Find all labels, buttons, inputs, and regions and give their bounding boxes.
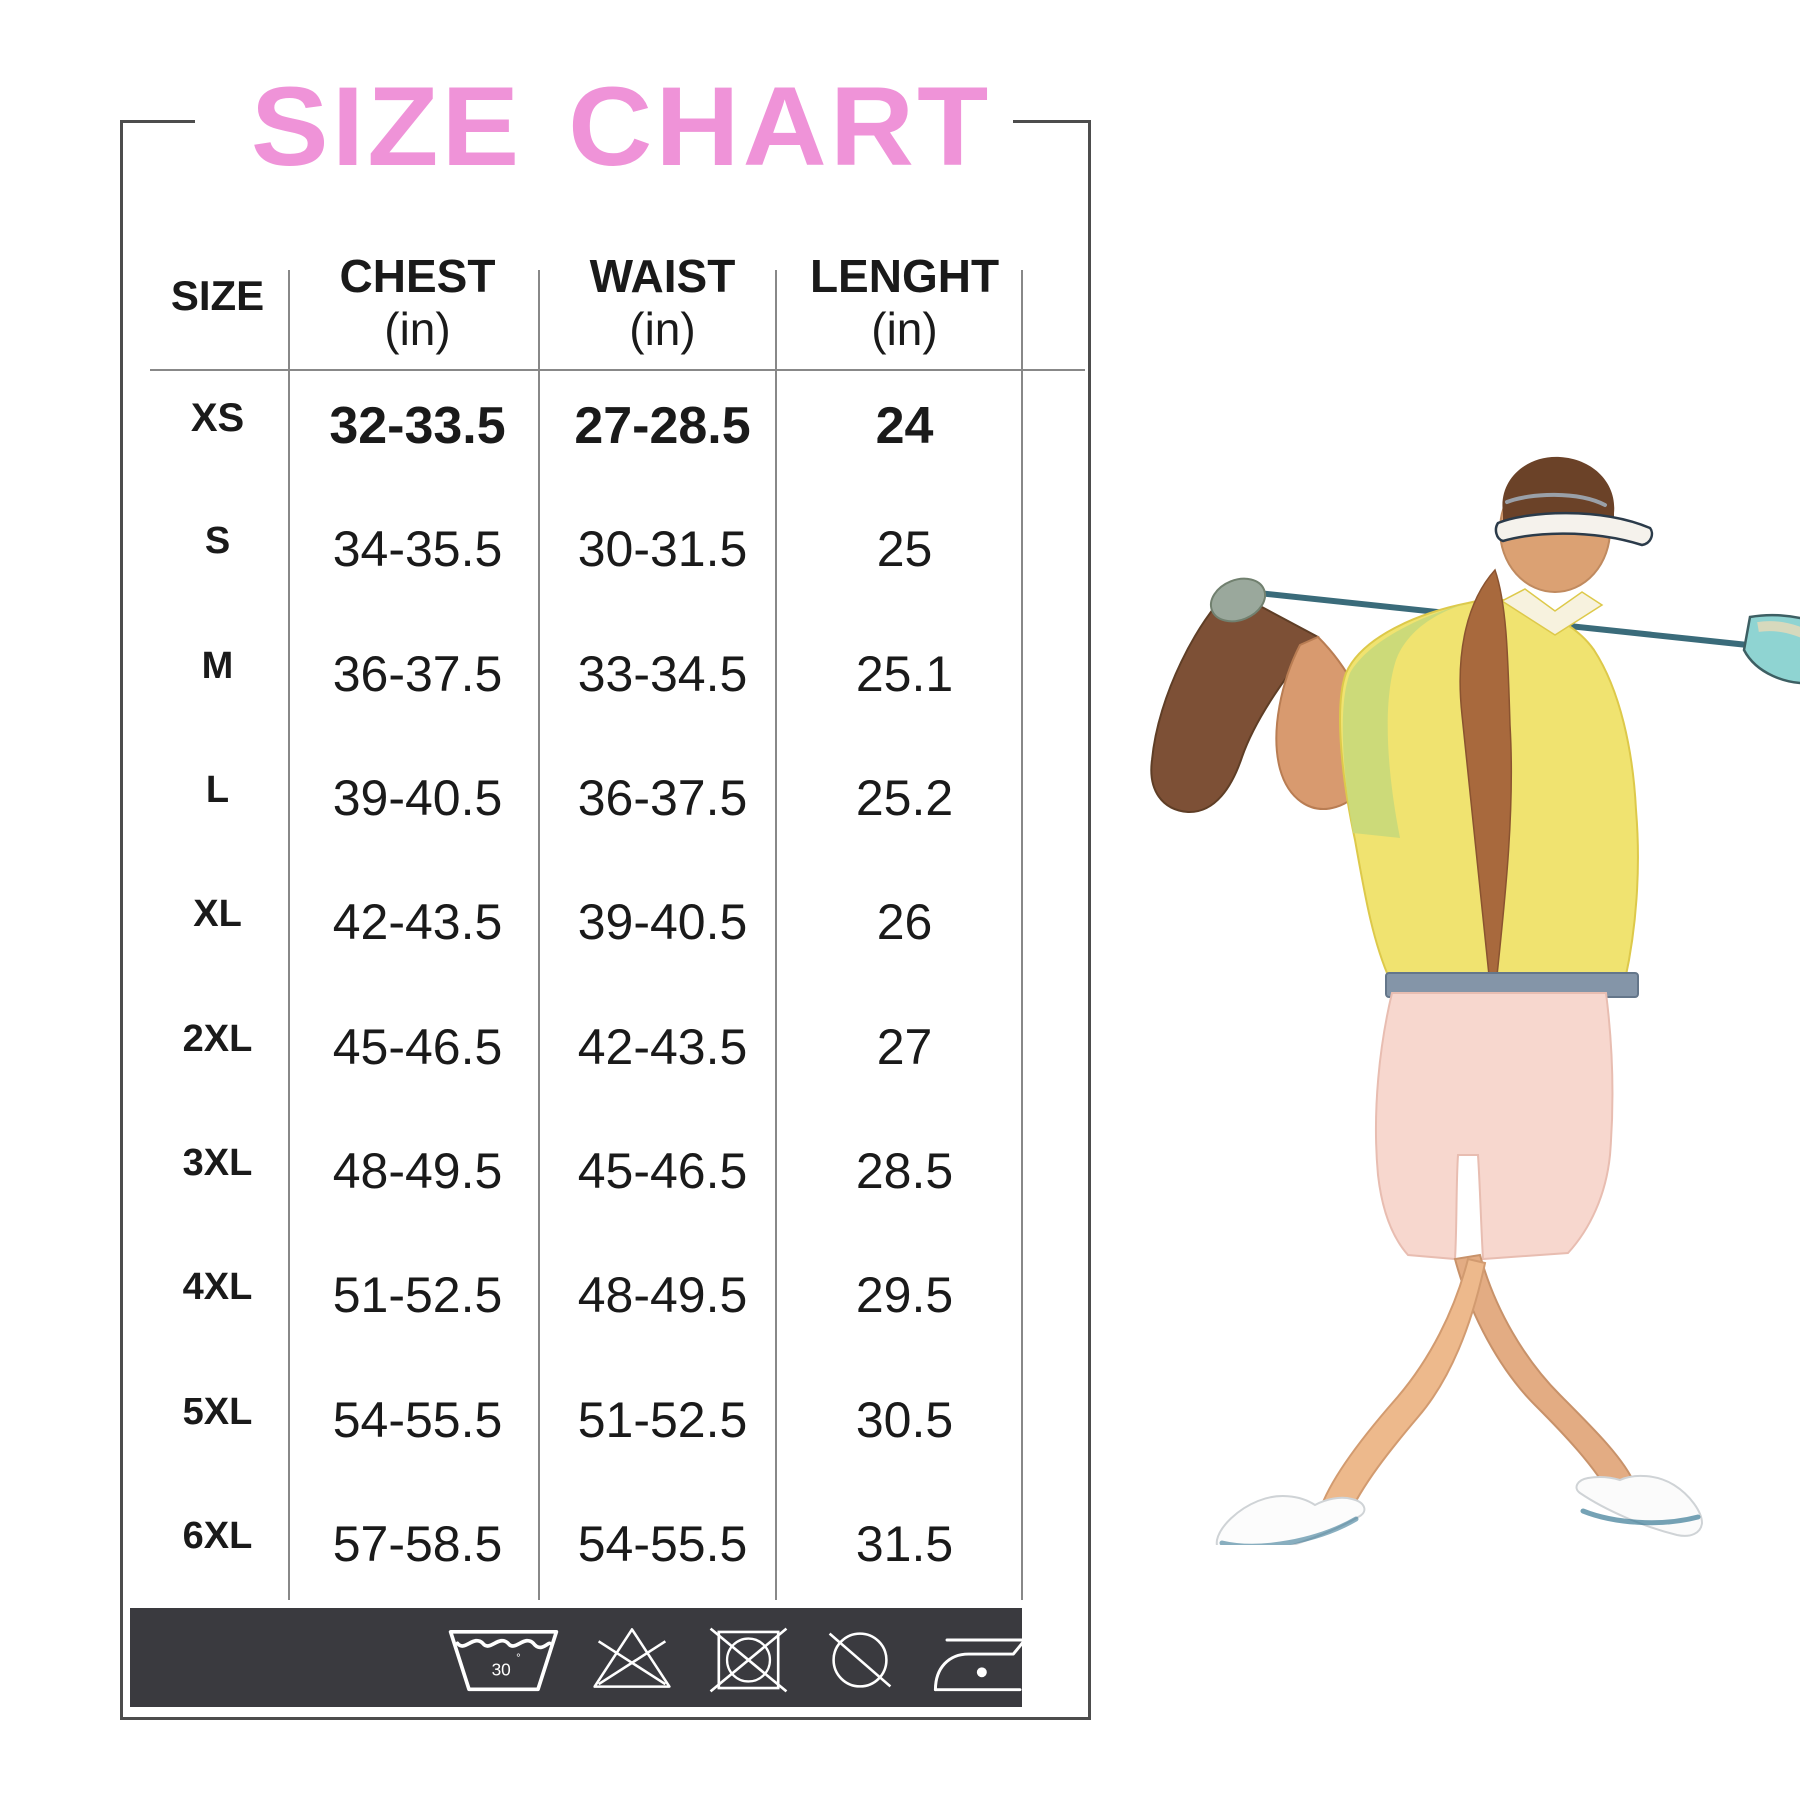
svg-text:30: 30 xyxy=(492,1660,511,1680)
svg-text:°: ° xyxy=(516,1653,521,1665)
